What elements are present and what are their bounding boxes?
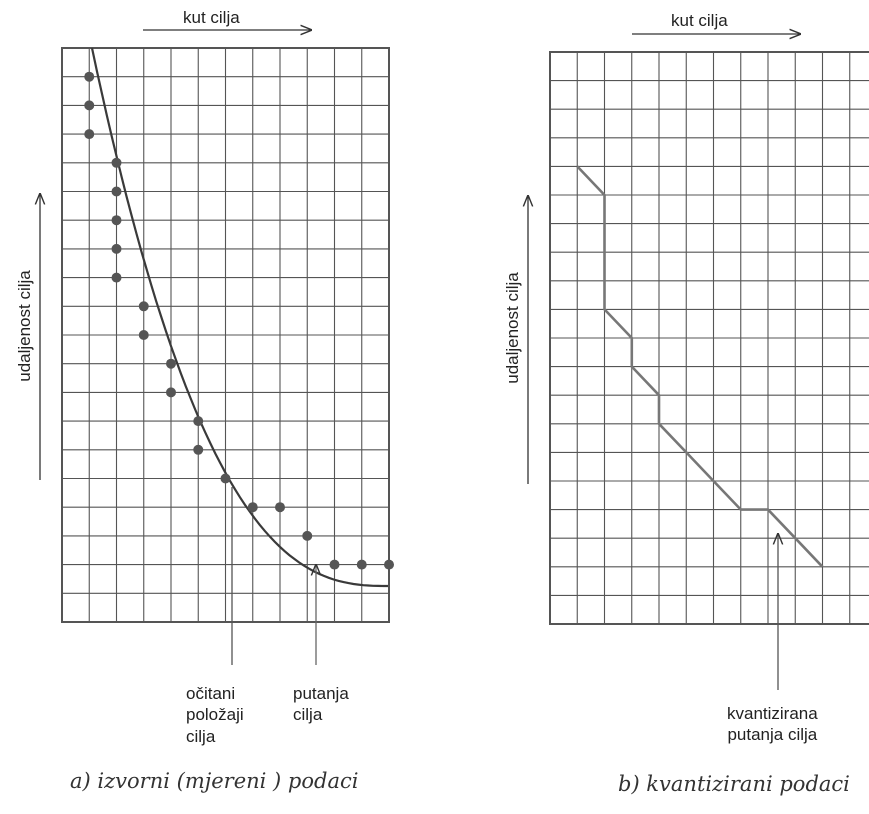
measured-point	[138, 330, 149, 340]
annotation-points-line-1: očitani	[186, 684, 236, 703]
grid-b	[549, 51, 869, 625]
x-axis-label-b: kut cilja	[671, 11, 728, 30]
y-axis-label-a: udaljenost cilja	[15, 270, 34, 382]
measured-point	[193, 444, 204, 455]
measured-point	[111, 186, 122, 197]
measured-point	[384, 559, 394, 570]
measured-point	[111, 215, 122, 226]
panel-a	[40, 30, 394, 665]
measured-point	[166, 358, 176, 369]
measured-point	[247, 502, 258, 513]
measured-point	[84, 71, 95, 82]
measured-points	[84, 71, 394, 570]
quantized-staircase	[576, 165, 824, 568]
measured-point	[356, 559, 367, 570]
panel-b	[528, 34, 869, 690]
annotation-trajectory: putanja cilja	[293, 683, 349, 726]
annotation-measured-points: očitani položaji cilja	[186, 683, 244, 747]
measured-point	[302, 530, 313, 541]
x-axis-label-a: kut cilja	[183, 8, 240, 27]
annotation-quantized-line-1: kvantizirana	[727, 704, 818, 723]
measured-point	[84, 129, 95, 140]
annotation-path-line-1: putanja	[293, 684, 349, 703]
measured-point	[111, 272, 122, 283]
trajectory-curve	[90, 47, 388, 588]
caption-b: b) kvantizirani podaci	[618, 772, 850, 796]
measured-point	[193, 416, 204, 427]
quantized-path	[576, 165, 824, 568]
annotation-quantized-path: kvantizirana putanja cilja	[727, 703, 818, 746]
annotation-quantized-line-2: putanja cilja	[727, 725, 818, 745]
measured-point	[84, 100, 95, 111]
measured-point	[138, 301, 149, 312]
annotation-path-line-2: cilja	[293, 705, 323, 725]
annotation-points-line-2: položaji	[186, 705, 244, 725]
measured-point	[111, 157, 122, 168]
measured-point	[220, 473, 231, 484]
measured-point	[275, 502, 285, 513]
annotation-points-line-3: cilja	[186, 726, 216, 746]
measured-point	[329, 559, 340, 570]
y-axis-label-b: udaljenost cilja	[503, 272, 522, 384]
caption-a: a) izvorni (mjereni ) podaci	[70, 769, 359, 793]
measured-point	[166, 387, 176, 398]
measured-point	[111, 243, 122, 254]
